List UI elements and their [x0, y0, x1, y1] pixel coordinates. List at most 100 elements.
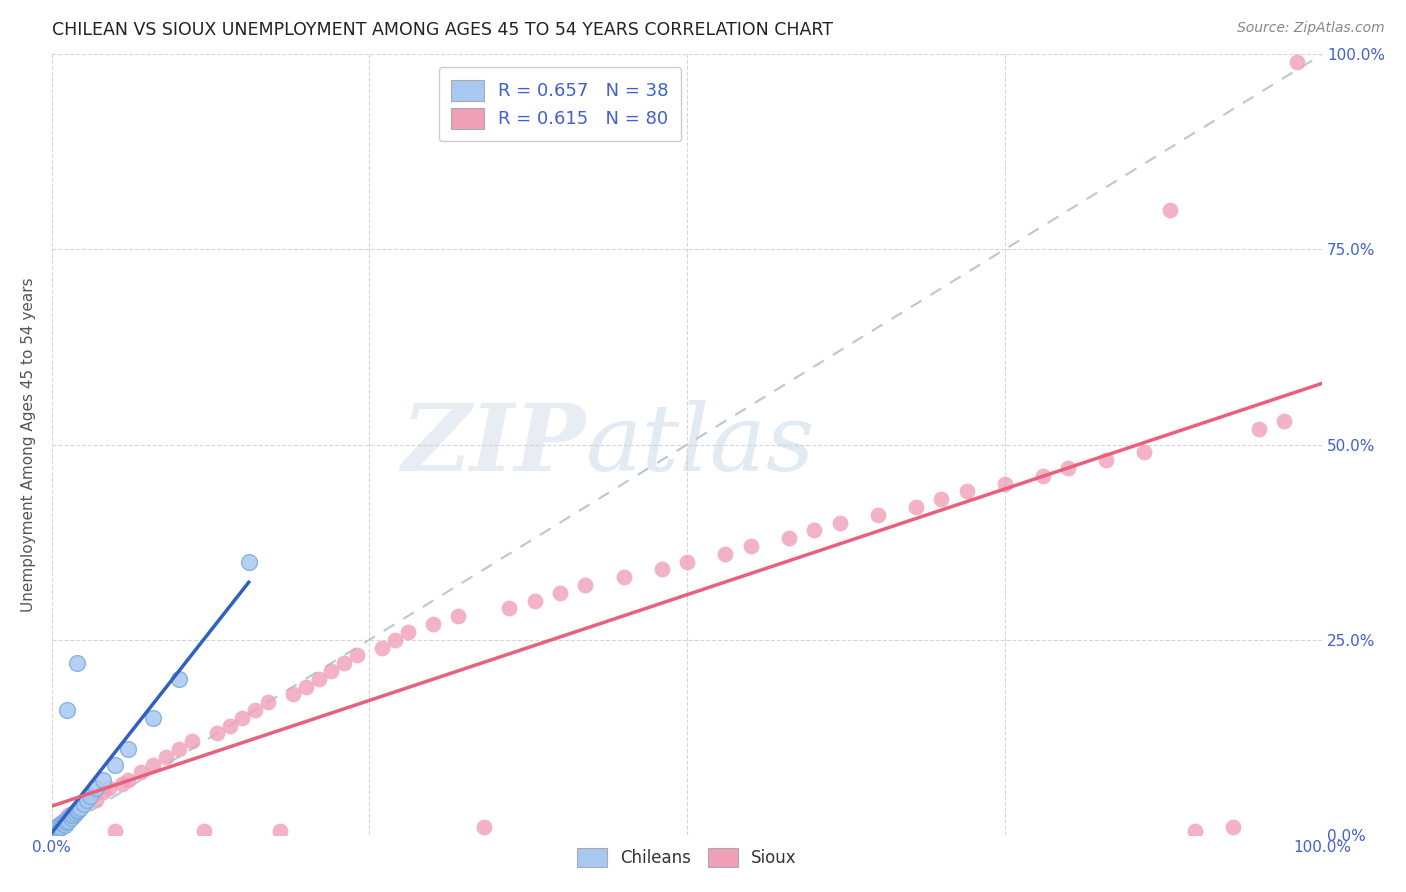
Point — [66, 805, 89, 819]
Point — [866, 508, 889, 522]
Point — [53, 818, 76, 832]
Point — [955, 484, 977, 499]
Point — [472, 820, 495, 834]
Point — [778, 531, 800, 545]
Point — [79, 789, 101, 803]
Point — [46, 822, 69, 836]
Point — [1272, 414, 1295, 428]
Point — [56, 703, 79, 717]
Point — [52, 817, 75, 831]
Point — [42, 825, 65, 839]
Point — [498, 601, 520, 615]
Point — [59, 808, 82, 822]
Point — [60, 805, 83, 820]
Point — [193, 824, 215, 838]
Point — [243, 703, 266, 717]
Point — [104, 757, 127, 772]
Point — [142, 711, 165, 725]
Point — [218, 718, 240, 732]
Point — [45, 822, 67, 836]
Point — [321, 664, 343, 678]
Point — [256, 695, 278, 709]
Point — [1247, 422, 1270, 436]
Point — [205, 726, 228, 740]
Point — [62, 808, 84, 822]
Point — [67, 803, 90, 817]
Point — [44, 825, 66, 839]
Point — [63, 808, 86, 822]
Legend: Chileans, Sioux: Chileans, Sioux — [567, 838, 807, 877]
Point — [58, 808, 80, 822]
Point — [1285, 55, 1308, 70]
Point — [142, 757, 165, 772]
Point — [72, 797, 94, 811]
Point — [1133, 445, 1156, 459]
Point — [76, 793, 98, 807]
Point — [396, 624, 419, 639]
Point — [53, 814, 76, 828]
Point — [66, 656, 89, 670]
Text: atlas: atlas — [585, 400, 815, 490]
Point — [52, 814, 75, 828]
Point — [1095, 453, 1118, 467]
Point — [53, 816, 76, 830]
Point — [69, 800, 91, 814]
Point — [104, 824, 127, 838]
Text: ZIP: ZIP — [401, 400, 585, 490]
Point — [44, 824, 66, 838]
Point — [129, 765, 152, 780]
Point — [548, 586, 571, 600]
Point — [55, 815, 77, 830]
Point — [904, 500, 927, 514]
Point — [45, 820, 67, 834]
Point — [803, 524, 825, 538]
Point — [740, 539, 762, 553]
Point — [371, 640, 394, 655]
Point — [45, 824, 67, 838]
Point — [523, 593, 546, 607]
Point — [46, 820, 69, 834]
Text: Source: ZipAtlas.com: Source: ZipAtlas.com — [1237, 21, 1385, 35]
Point — [384, 632, 406, 647]
Point — [55, 812, 77, 826]
Point — [295, 680, 318, 694]
Point — [51, 818, 73, 832]
Point — [98, 780, 121, 795]
Point — [46, 822, 69, 836]
Point — [238, 555, 260, 569]
Point — [42, 826, 65, 840]
Point — [66, 805, 89, 819]
Point — [1032, 468, 1054, 483]
Point — [45, 822, 67, 837]
Point — [46, 818, 69, 832]
Point — [333, 656, 356, 670]
Point — [676, 555, 699, 569]
Point — [45, 823, 67, 838]
Point — [447, 609, 470, 624]
Text: CHILEAN VS SIOUX UNEMPLOYMENT AMONG AGES 45 TO 54 YEARS CORRELATION CHART: CHILEAN VS SIOUX UNEMPLOYMENT AMONG AGES… — [52, 21, 832, 39]
Point — [69, 800, 91, 814]
Point — [1184, 824, 1206, 838]
Point — [56, 812, 79, 826]
Point — [63, 805, 86, 820]
Point — [231, 711, 253, 725]
Point — [422, 617, 444, 632]
Point — [45, 823, 67, 838]
Point — [346, 648, 368, 663]
Point — [44, 824, 66, 838]
Point — [167, 672, 190, 686]
Point — [51, 816, 73, 830]
Point — [79, 789, 101, 803]
Y-axis label: Unemployment Among Ages 45 to 54 years: Unemployment Among Ages 45 to 54 years — [21, 277, 35, 612]
Point — [994, 476, 1017, 491]
Point — [574, 578, 596, 592]
Point — [84, 780, 107, 795]
Point — [56, 814, 79, 828]
Point — [1222, 820, 1244, 834]
Point — [49, 816, 72, 830]
Point — [651, 562, 673, 576]
Point — [72, 797, 94, 811]
Point — [155, 749, 177, 764]
Point — [48, 820, 70, 834]
Point — [59, 811, 82, 825]
